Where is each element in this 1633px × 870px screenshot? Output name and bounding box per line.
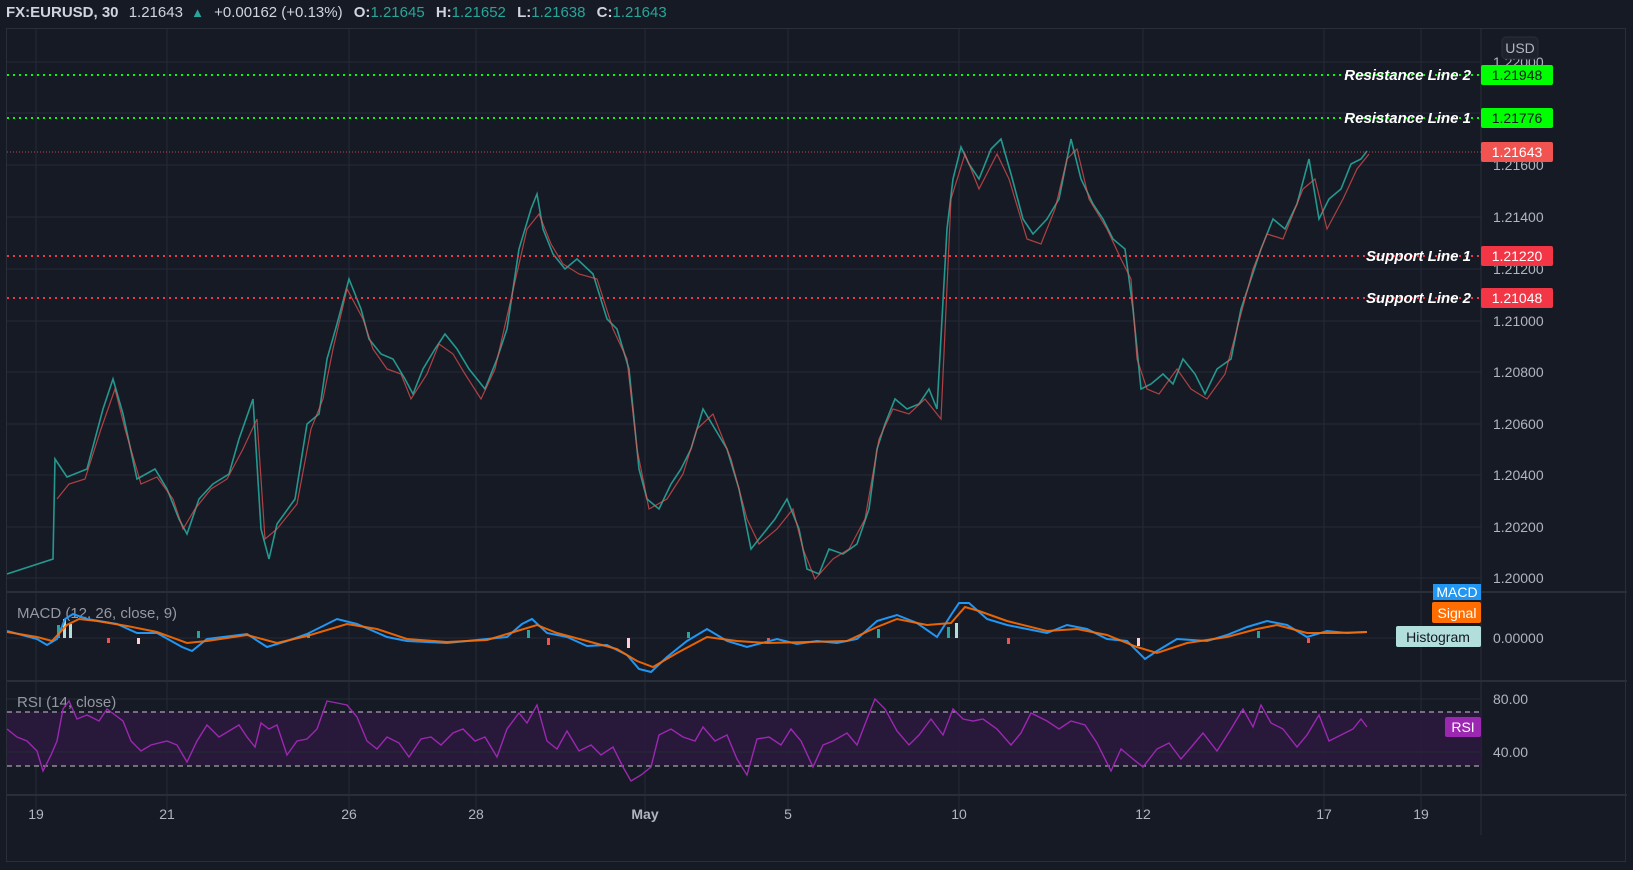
time-tick: 12 [1135, 806, 1151, 822]
price-tick: 1.20800 [1493, 364, 1544, 380]
rsi-title[interactable]: RSI (14, close) [17, 694, 116, 711]
price-tick: 1.21400 [1493, 209, 1544, 225]
chart-canvas[interactable]: Resistance Line 2 Resistance Line 1 Supp… [7, 29, 1627, 863]
signal-line [7, 605, 1368, 669]
rsi-line [7, 697, 1368, 782]
rsi-tick-40: 40.00 [1493, 744, 1528, 760]
rsi-band-fill [7, 712, 1481, 766]
macd-legend-tag [1433, 584, 1481, 600]
price-tick: 1.21000 [1493, 313, 1544, 329]
high-value: 1.21652 [451, 4, 506, 21]
close-value: 1.21643 [612, 4, 667, 21]
time-tick: 21 [159, 806, 175, 822]
rsi-pane[interactable]: RSI (14, close) RSI 80.00 40.00 [7, 691, 1528, 782]
up-arrow-icon: ▲ [191, 5, 204, 20]
price-tags: 1.21948 1.21776 1.21643 1.21220 1.21048 [1481, 65, 1553, 308]
support-2-value: 1.21048 [1492, 290, 1543, 306]
price-tick: 1.20000 [1493, 570, 1544, 586]
price-axis[interactable]: 1.22000 1.21800 1.21600 1.21400 1.21200 … [1493, 54, 1544, 586]
macd-legend-label: MACD [1436, 584, 1477, 600]
current-price-tag [1481, 142, 1553, 162]
symbol-label[interactable]: FX:EURUSD, 30 [6, 4, 119, 21]
low-label: L: [517, 4, 532, 21]
resistance-1-tag [1481, 108, 1553, 128]
price-series [7, 137, 1370, 581]
time-tick: 17 [1316, 806, 1332, 822]
time-tick: May [631, 806, 658, 822]
resistance-1-value: 1.21776 [1492, 110, 1543, 126]
last-price: 1.21643 [128, 4, 183, 21]
macd-axis-value: 0.00000 [1493, 630, 1544, 646]
histogram-legend-tag [1396, 626, 1481, 647]
horizontal-levels[interactable] [7, 74, 1481, 299]
time-tick: 19 [1413, 806, 1429, 822]
time-tick: 28 [468, 806, 484, 822]
open-label: O: [353, 4, 371, 21]
horizontal-gridlines [7, 61, 1481, 579]
time-tick: 19 [28, 806, 44, 822]
time-tick: 10 [951, 806, 967, 822]
rsi-legend-tag [1445, 717, 1481, 737]
currency-button[interactable] [1501, 36, 1539, 60]
signal-legend-tag [1432, 602, 1481, 623]
macd-line [7, 602, 1368, 674]
price-tick: 1.20200 [1493, 519, 1544, 535]
price-change: +0.00162 (+0.13%) [214, 4, 343, 21]
currency-label: USD [1505, 40, 1535, 56]
chart-frame[interactable]: Resistance Line 2 Resistance Line 1 Supp… [6, 28, 1627, 863]
rsi-tick-80: 80.00 [1493, 691, 1528, 707]
close-label: C: [596, 4, 613, 21]
resistance-line-1-label: Resistance Line 1 [1344, 110, 1471, 127]
resistance-line-2-label: Resistance Line 2 [1344, 67, 1471, 84]
histogram-legend-label: Histogram [1406, 629, 1470, 645]
macd-pane[interactable]: MACD (12, 26, close, 9) [7, 584, 1544, 674]
resistance-2-tag [1481, 65, 1553, 85]
signal-legend-label: Signal [1438, 605, 1477, 621]
rsi-legend-label: RSI [1451, 719, 1474, 735]
time-tick: 5 [784, 806, 792, 822]
price-tick: 1.20400 [1493, 467, 1544, 483]
high-label: H: [435, 4, 452, 21]
support-line-1-label: Support Line 1 [1366, 248, 1471, 265]
support-2-tag [1481, 288, 1553, 308]
resistance-2-value: 1.21948 [1492, 67, 1543, 83]
low-value: 1.21638 [531, 4, 586, 21]
support-line-2-label: Support Line 2 [1366, 290, 1472, 307]
current-price-value: 1.21643 [1492, 144, 1543, 160]
macd-title[interactable]: MACD (12, 26, close, 9) [17, 605, 177, 622]
time-axis[interactable]: 19 21 26 28 May 5 10 12 17 19 [28, 806, 1429, 822]
open-value: 1.21645 [370, 4, 425, 21]
support-1-value: 1.21220 [1492, 248, 1543, 264]
symbol-header: FX:EURUSD, 30 1.21643 ▲ +0.00162 (+0.13%… [0, 0, 1633, 26]
price-tick: 1.20600 [1493, 416, 1544, 432]
support-1-tag [1481, 246, 1553, 266]
time-tick: 26 [341, 806, 357, 822]
